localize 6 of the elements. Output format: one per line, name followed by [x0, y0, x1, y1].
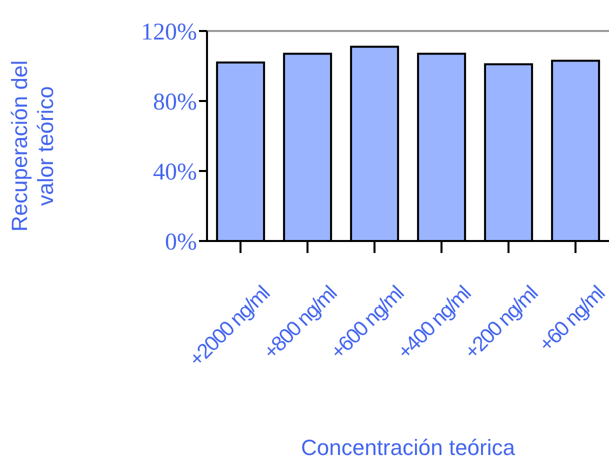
y-tick-label: 120% — [141, 20, 197, 46]
y-tick-label: 80% — [153, 90, 197, 116]
y-axis-title: Recuperación del valor teórico — [7, 60, 58, 232]
x-axis-title: Concentración teórica — [300, 435, 516, 457]
y-tick-label: 0% — [165, 230, 197, 256]
y-tick-label: 40% — [153, 160, 197, 186]
